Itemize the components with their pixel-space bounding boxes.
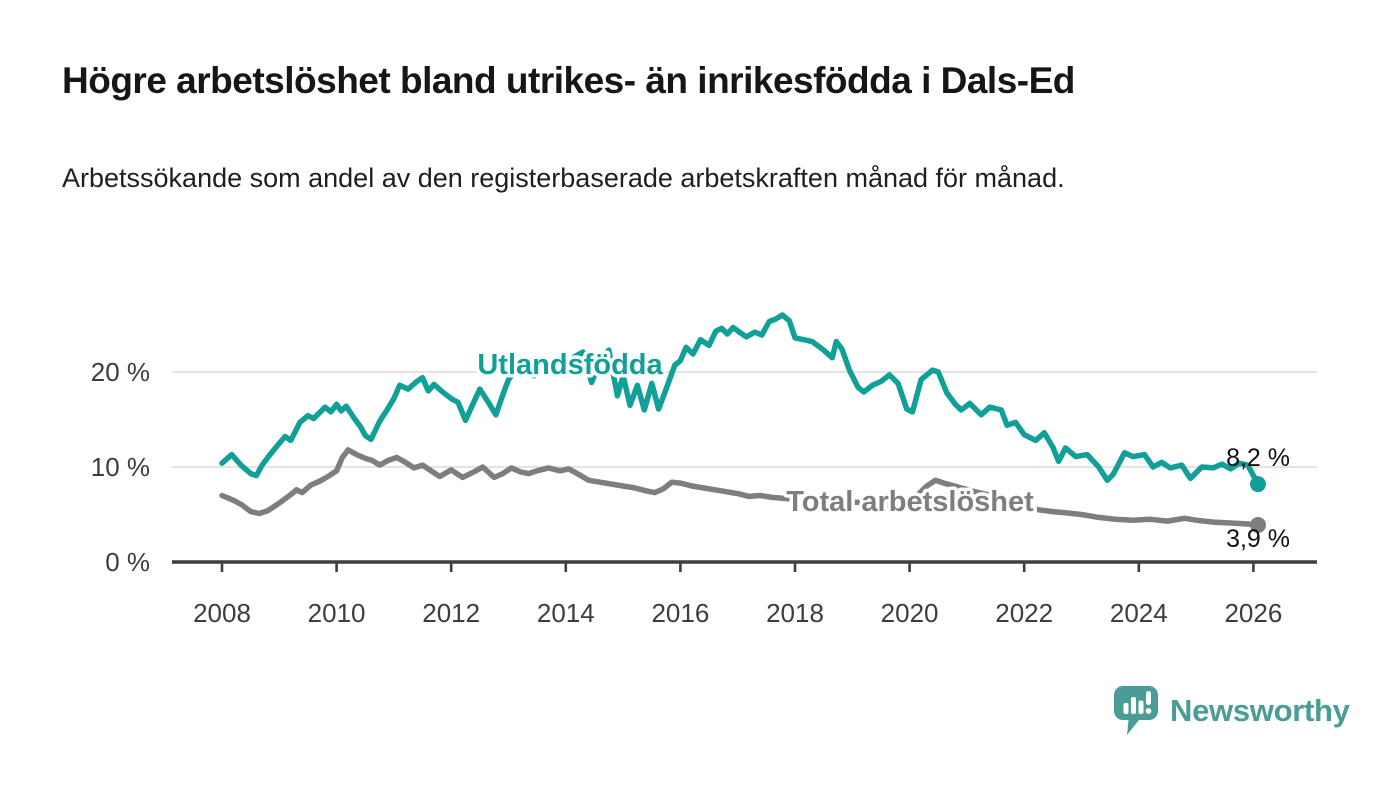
x-tick-label: 2010 <box>308 598 366 628</box>
x-tick-label: 2012 <box>422 598 480 628</box>
series-end-value: 3,9 % <box>1226 525 1290 553</box>
newsworthy-logo-icon <box>1114 686 1158 735</box>
x-tick-label: 2024 <box>1110 598 1168 628</box>
series-label: Utlandsfödda <box>477 349 663 381</box>
y-tick-label: 10 % <box>91 452 150 482</box>
series-end-dot <box>1249 516 1266 533</box>
x-tick-label: 2026 <box>1224 598 1282 628</box>
exclamation-bar <box>1146 691 1151 705</box>
bar-medium <box>1138 700 1144 714</box>
y-tick-label: 20 % <box>91 357 150 387</box>
x-tick-label: 2018 <box>766 598 824 628</box>
x-tick-label: 2014 <box>537 598 595 628</box>
y-tick-label: 0 % <box>105 547 150 577</box>
bar-tall <box>1131 697 1136 714</box>
series-line-utlandsfodda <box>219 312 1261 487</box>
bar-short <box>1123 703 1129 714</box>
page-title: Högre arbetslöshet bland utrikes- än inr… <box>62 60 1075 101</box>
exclamation-dot <box>1145 708 1152 714</box>
x-tick-label: 2020 <box>881 598 939 628</box>
series-label: Total arbetslöshet <box>786 486 1034 518</box>
series-line-total <box>219 447 1261 528</box>
series-end-dot <box>1249 476 1266 493</box>
x-tick-label: 2008 <box>193 598 251 628</box>
x-tick-label: 2016 <box>651 598 709 628</box>
chart-subtitle: Arbetssökande som andel av den registerb… <box>62 163 1065 193</box>
newsworthy-logo: Newsworthy <box>1112 684 1350 737</box>
series-end-value: 8,2 % <box>1226 444 1290 472</box>
newsworthy-logo-text: Newsworthy <box>1170 692 1350 728</box>
x-tick-label: 2022 <box>995 598 1053 628</box>
